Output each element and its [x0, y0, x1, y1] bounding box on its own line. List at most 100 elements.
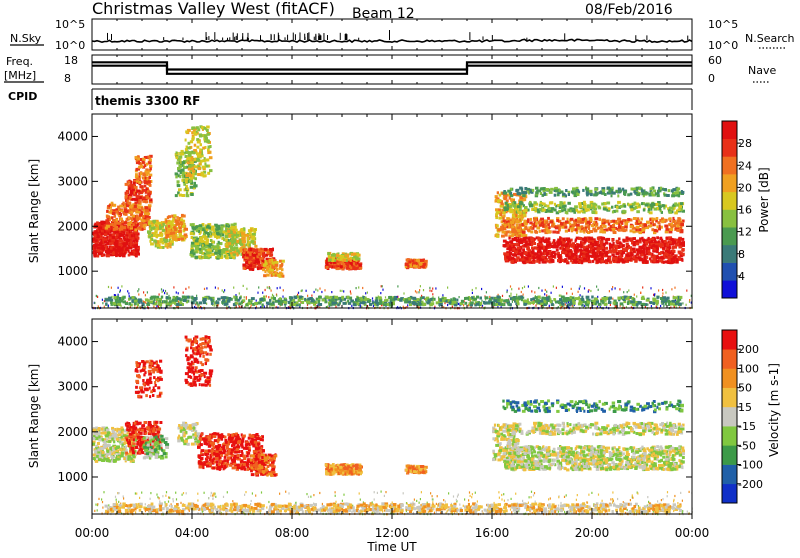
echo-cell — [595, 255, 597, 258]
echo-cell — [144, 185, 147, 188]
echo-cell — [173, 214, 176, 217]
echo-cell — [183, 194, 185, 197]
echo-cell — [104, 241, 107, 244]
echo-cell — [178, 230, 182, 233]
echo-cell — [162, 229, 165, 232]
station-title: Christmas Valley West (fitACF) — [92, 0, 335, 18]
echo-cell — [519, 239, 522, 242]
echo-cell — [171, 215, 173, 218]
echo-cell — [192, 223, 195, 226]
ground-scatter-cell — [447, 304, 448, 306]
echo-cell — [528, 254, 532, 257]
echo-cell — [518, 224, 521, 227]
echo-cell — [333, 265, 335, 268]
ground-scatter-cell — [244, 296, 245, 298]
echo-cell — [166, 234, 169, 237]
echo-cell — [609, 228, 611, 231]
echo-cell — [618, 245, 620, 248]
echo-cell — [215, 249, 217, 252]
echo-cell — [138, 181, 141, 184]
echo-cell — [119, 212, 122, 215]
echo-cell — [574, 260, 577, 263]
echo-cell — [162, 223, 165, 226]
echo-cell — [117, 246, 121, 249]
echo-cell — [542, 256, 546, 259]
echo-cell — [538, 250, 540, 253]
ground-scatter-cell — [521, 291, 522, 293]
echo-cell — [191, 245, 194, 248]
echo-cell — [149, 240, 151, 243]
echo-cell — [112, 252, 115, 255]
echo-cell — [211, 226, 215, 229]
ground-scatter-cell — [475, 287, 476, 289]
ground-scatter-cell — [512, 301, 513, 303]
echo-cell — [198, 227, 201, 230]
ground-scatter-cell — [94, 302, 95, 304]
ground-scatter-cell — [321, 291, 322, 293]
echo-cell — [275, 271, 277, 274]
echo-cell — [191, 242, 195, 245]
ground-scatter-cell — [531, 290, 532, 292]
echo-cell — [102, 238, 104, 241]
echo-cell — [205, 165, 209, 168]
ground-scatter-cell — [143, 291, 144, 293]
nsearch-label: N.Search — [745, 32, 795, 45]
ground-scatter-cell — [282, 296, 283, 298]
ground-scatter-cell — [272, 294, 273, 296]
ground-scatter-cell — [108, 286, 109, 288]
ground-scatter-cell — [562, 286, 563, 288]
echo-cell — [131, 211, 133, 214]
echo-cell — [606, 238, 610, 241]
ground-scatter-cell — [612, 298, 613, 300]
echo-cell — [352, 266, 355, 269]
echo-cell — [658, 227, 661, 230]
echo-cell — [112, 236, 115, 239]
ground-scatter-cell — [283, 289, 284, 291]
echo-cell — [506, 217, 510, 220]
echo-cell — [601, 253, 604, 256]
echo-cell — [178, 188, 182, 191]
ground-scatter-cell — [362, 287, 363, 289]
echo-cell — [191, 126, 195, 129]
echo-cell — [130, 240, 132, 243]
ground-scatter-cell — [415, 290, 416, 292]
echo-cell — [186, 191, 188, 194]
echo-cell — [681, 238, 684, 241]
echo-cell — [257, 258, 260, 261]
ground-scatter-cell — [356, 287, 357, 289]
echo-cell — [576, 251, 578, 254]
echo-cell — [625, 254, 629, 257]
echo-cell — [566, 260, 568, 263]
echo-cell — [546, 244, 548, 247]
ground-scatter-cell — [341, 290, 342, 292]
ground-scatter-cell — [224, 289, 225, 291]
echo-cell — [630, 249, 632, 252]
echo-cell — [538, 221, 540, 224]
echo-cell — [671, 252, 674, 255]
ground-scatter-cell — [489, 296, 490, 298]
echo-cell — [642, 239, 645, 242]
beam-label: Beam 12 — [352, 6, 415, 22]
ground-scatter-cell — [358, 286, 359, 288]
echo-cell — [121, 239, 124, 242]
echo-cell — [162, 242, 165, 245]
echo-cell — [266, 267, 268, 270]
echo-cell — [517, 226, 520, 229]
echo-cell — [627, 257, 630, 260]
echo-cell — [197, 173, 201, 176]
ground-scatter-cell — [121, 285, 122, 287]
echo-cell — [633, 237, 637, 240]
nsky-tick-bottom: 10^0 — [55, 39, 85, 52]
echo-cell — [207, 172, 210, 175]
echo-cell — [281, 268, 284, 271]
ground-scatter-cell — [206, 287, 207, 289]
echo-cell — [230, 227, 233, 230]
ground-scatter-cell — [114, 294, 115, 296]
echo-cell — [249, 268, 253, 271]
echo-cell — [225, 232, 228, 235]
echo-cell — [203, 174, 207, 177]
echo-cell — [237, 231, 240, 234]
echo-cell — [206, 133, 210, 136]
echo-cell — [642, 259, 646, 262]
ground-scatter-cell — [578, 291, 579, 293]
